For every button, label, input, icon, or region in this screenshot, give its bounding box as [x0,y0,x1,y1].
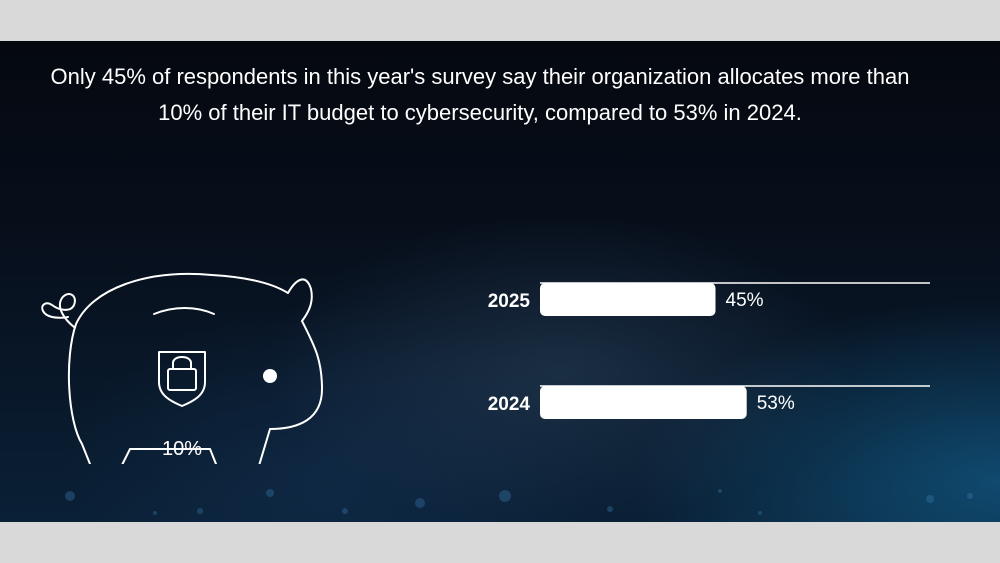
bar-2025 [540,283,716,316]
value-label-2025: 45% [726,290,764,311]
horizontal-bar-chart: 2025 45% 2024 53% [488,282,930,419]
piggy-bank-icon: 10% [41,273,323,464]
bar-2024 [540,386,747,419]
category-label-2025: 2025 [488,291,531,312]
background-bokeh-lights [65,489,973,515]
piggy-percent-label: 10% [162,438,202,460]
value-label-2024: 53% [757,393,795,414]
piggy-eye [263,369,277,383]
headline: Only 45% of respondents in this year's s… [50,64,910,125]
category-label-2024: 2024 [488,394,531,415]
infographic-slide: Only 45% of respondents in this year's s… [0,41,1000,522]
